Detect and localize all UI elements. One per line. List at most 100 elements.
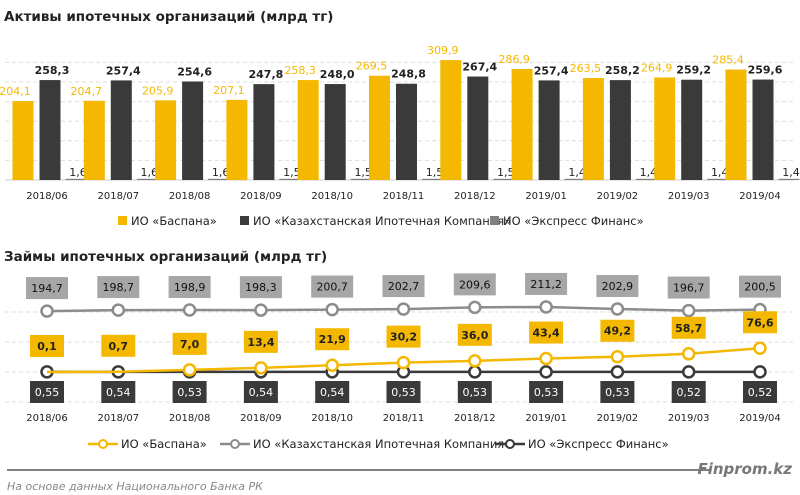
bar-value-label: 257,4 [534,64,569,77]
legend-label: ИО «Казахстанская Ипотечная Компания» [253,214,511,228]
x-tick-label: 2018/09 [240,413,282,424]
baspana-value-box [529,321,564,344]
line-point [468,365,482,379]
x-tick-label: 2018/08 [169,191,211,202]
baspana-value-label: 21,9 [319,333,346,346]
x-tick-label: 2018/09 [240,191,282,202]
line-point [681,365,696,379]
baspana-value-label: 76,6 [746,316,773,329]
kik-value-box [168,276,211,299]
brand-logo: Finprom.kz [697,460,792,478]
bar-baspana [297,80,319,180]
bar-chart-title: Активы ипотечных организаций (млрд тг) [4,9,333,25]
x-tick-label: 2018/10 [311,413,353,424]
bar-value-label: 257,4 [106,64,141,77]
line-point [610,349,625,364]
line-point [325,302,339,317]
express-value-label: 0,53 [534,386,559,399]
baspana-value-label: 0,1 [37,340,57,353]
baspana-value-label: 49,2 [604,325,631,338]
express-value-box [243,381,278,403]
kik-value-box [311,275,354,298]
legend-swatch [240,216,249,225]
bar-value-label: 285,4 [712,54,744,67]
express-value-box [386,381,421,403]
bar-value-label: 286,9 [498,53,530,66]
bar-express [564,178,586,180]
source-note: На основе данных Национального Банка РК [7,480,264,493]
line-point [468,300,482,315]
bar-value-label: 207,1 [213,84,245,97]
kik-value-label: 198,3 [245,281,277,294]
baspana-value-box [172,332,207,355]
kik-value-box [97,276,140,299]
line-point [681,347,696,361]
bar-value-label: 1,4 [568,166,586,179]
baspana-value-label: 43,4 [533,327,560,340]
bar-value-label: 309,9 [427,44,459,57]
kik-value-box [382,275,425,298]
bar-express [422,178,443,180]
bar-value-label: 258,3 [284,64,316,77]
baspana-value-box [386,325,421,348]
baspana-value-box [671,316,706,339]
bar-value-label: 259,6 [748,64,783,77]
kik-value-label: 209,6 [459,278,491,291]
baspana-value-box [457,323,492,346]
bar-express [350,178,372,180]
baspana-value-label: 7,0 [180,338,200,351]
bar-baspana [369,75,390,180]
express-value-label: 0,54 [249,386,274,399]
line-point [468,354,482,368]
express-value-label: 0,52 [676,386,701,399]
express-value-box [172,381,207,403]
express-value-label: 0,54 [106,386,131,399]
kik-value-label: 198,7 [103,281,135,294]
express-value-box [743,381,777,403]
line-point [396,302,411,316]
line-point [254,303,268,317]
bar-baspana [83,100,105,180]
x-tick-label: 2018/11 [383,413,425,424]
bar-kik [324,84,346,180]
express-value-box [315,381,350,403]
bar-baspana [155,100,177,180]
bar-express [65,178,87,180]
x-tick-label: 2019/02 [597,191,639,202]
line-point [396,355,411,370]
line-point [111,303,126,317]
bar-value-label: 258,2 [605,64,640,77]
bar-kik [609,80,631,180]
bar-express [707,178,729,180]
bar-value-label: 248,8 [391,68,426,81]
line-point [182,303,197,317]
bar-value-label: 204,1 [0,85,31,98]
legend-marker [505,439,515,449]
bar-baspana [511,68,533,180]
bar-kik [752,79,774,180]
baspana-value-label: 0,7 [109,340,129,353]
kik-value-box [525,272,568,295]
bar-kik [253,84,275,180]
bar-value-label: 254,6 [177,65,212,78]
bar-kik [39,80,61,180]
baspana-value-box [315,328,350,351]
legend-label: ИО «Экспресс Финанс» [528,437,669,451]
kik-value-label: 198,9 [174,281,206,294]
express-value-label: 0,54 [320,386,345,399]
baspana-value-box [600,319,635,342]
x-tick-label: 2018/06 [26,413,68,424]
x-tick-label: 2018/07 [98,191,140,202]
bar-express [635,178,657,180]
line-point [40,304,54,318]
baspana-value-box [30,334,64,357]
x-tick-label: 2018/10 [311,191,353,202]
kik-value-box [26,277,68,300]
kik-value-box [739,275,781,298]
bar-value-label: 204,7 [71,85,103,98]
line-point [182,363,197,377]
legend-swatch [118,216,127,225]
kik-value-label: 196,7 [673,282,705,295]
x-tick-label: 2018/12 [454,413,496,424]
